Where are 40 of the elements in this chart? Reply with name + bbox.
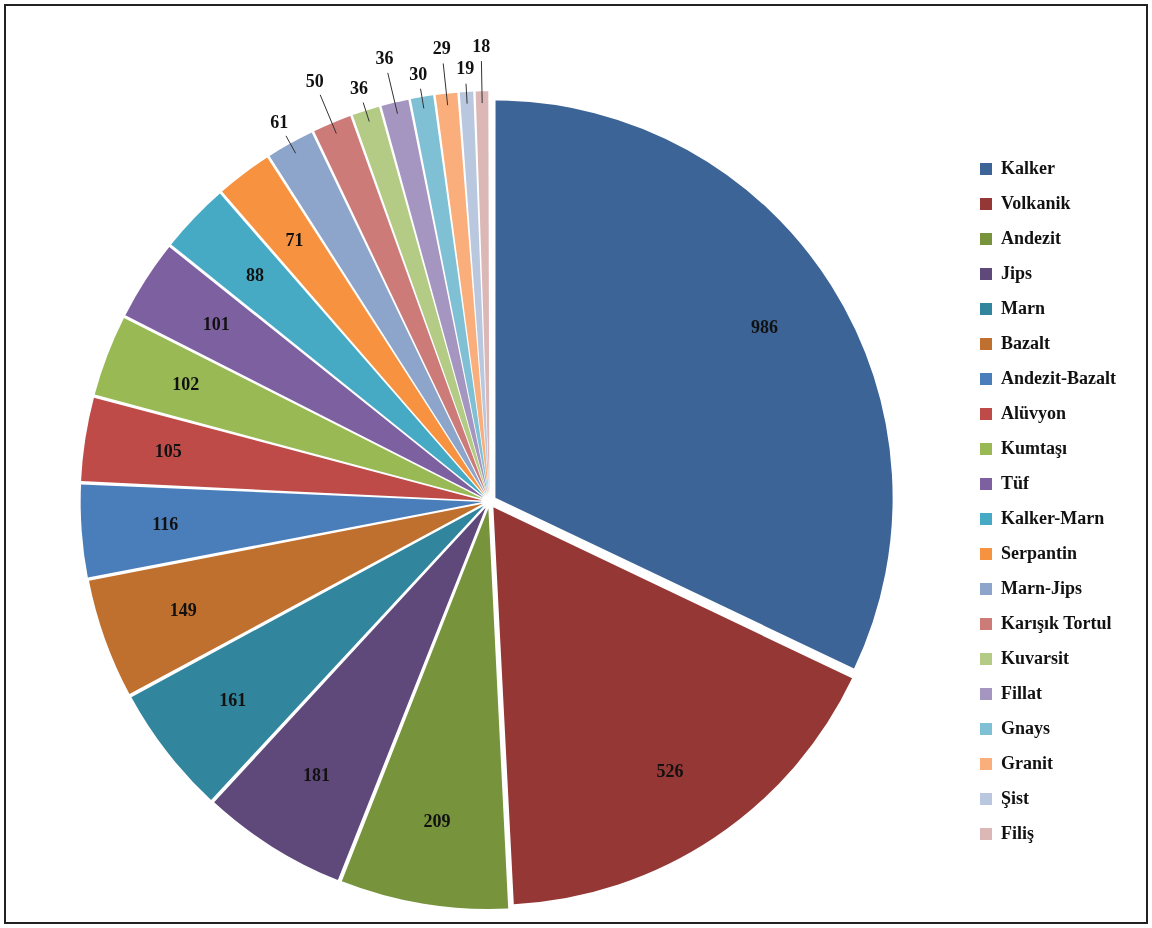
data-label: 18: [472, 35, 491, 56]
data-label: 50: [305, 70, 324, 91]
legend-label: Jips: [1001, 262, 1033, 283]
legend-label: Kalker: [1001, 157, 1056, 178]
data-label: 19: [456, 58, 475, 79]
legend-label: Granit: [1001, 752, 1054, 773]
data-label: 71: [285, 229, 304, 250]
legend-label: Tüf: [1001, 472, 1031, 493]
data-label: 30: [409, 63, 428, 84]
legend-label: Andezit-Bazalt: [1001, 367, 1117, 388]
legend-label: Gnays: [1001, 717, 1051, 738]
data-label: 105: [154, 440, 182, 461]
legend-label: Serpantin: [1001, 542, 1078, 563]
legend-label: Kuvarsit: [1001, 647, 1070, 668]
data-label: 88: [246, 264, 265, 285]
legend-label: Şist: [1001, 787, 1030, 808]
data-label: 36: [375, 47, 394, 68]
legend-label: Fillat: [1001, 682, 1043, 703]
legend-label: Marn: [1001, 297, 1046, 318]
legend-label: Karışık Tortul: [1001, 612, 1112, 633]
data-label: 181: [303, 765, 331, 786]
data-label: 102: [172, 374, 200, 395]
legend-label: Marn-Jips: [1001, 577, 1083, 598]
legend-label: Bazalt: [1001, 332, 1051, 353]
legend-label: Alüvyon: [1001, 402, 1067, 423]
legend-label: Andezit: [1001, 227, 1062, 248]
data-label: 61: [270, 112, 289, 133]
legend-label: Kumtaşı: [1001, 437, 1068, 458]
data-label: 29: [432, 38, 451, 59]
data-label: 116: [152, 513, 179, 534]
data-label: 161: [219, 689, 247, 710]
data-label: 526: [656, 760, 684, 781]
data-label: 101: [202, 314, 230, 335]
data-label: 986: [750, 316, 778, 337]
legend-label: Filiş: [1001, 822, 1035, 843]
data-label: 36: [349, 77, 368, 98]
data-label: 149: [169, 599, 197, 620]
data-label: 209: [423, 811, 451, 831]
legend-label: Volkanik: [1001, 192, 1071, 213]
legend-label: Kalker-Marn: [1001, 507, 1105, 528]
